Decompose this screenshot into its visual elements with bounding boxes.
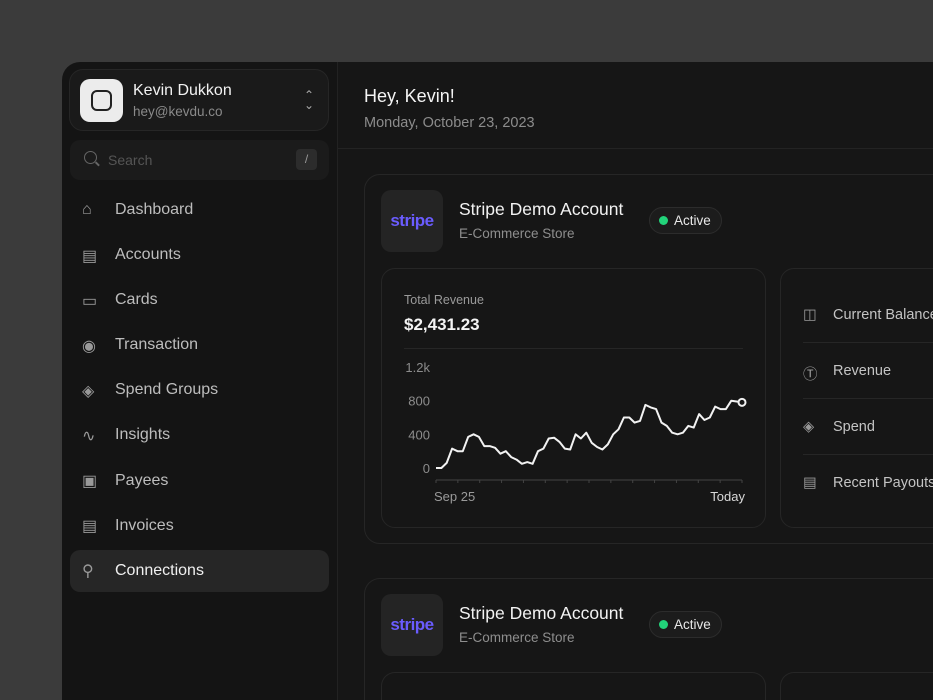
sidebar-item-label: Dashboard xyxy=(115,201,194,218)
pulse-icon: ∿ xyxy=(82,427,96,445)
stats-panel xyxy=(780,672,933,700)
x-tick-label: Today xyxy=(710,489,745,504)
stat-recent-payouts[interactable]: ▤ Recent Payouts xyxy=(803,455,933,511)
main-content: Hey, Kevin! Monday, October 23, 2023 str… xyxy=(337,62,933,700)
account-card: stripe Stripe Demo Account E-Commerce St… xyxy=(364,578,933,700)
sidebar-item-label: Payees xyxy=(115,471,169,489)
account-subtitle: E-Commerce Store xyxy=(459,630,575,645)
sidebar-item-label: Accounts xyxy=(115,246,181,264)
stat-current-balance[interactable]: ◫ Current Balance xyxy=(803,287,933,343)
sidebar-item-accounts[interactable]: ▤ Accounts xyxy=(70,234,329,276)
home-icon: ⌂ xyxy=(82,200,92,218)
cash-icon: ◉ xyxy=(82,337,96,355)
account-subtitle: E-Commerce Store xyxy=(459,226,575,241)
x-tick-label: Sep 25 xyxy=(434,489,475,504)
y-tick-label: 1.2k xyxy=(405,360,430,375)
sidebar-item-label: Transaction xyxy=(115,336,198,354)
search-icon xyxy=(84,151,97,164)
bag-icon: ◫ xyxy=(803,306,817,323)
sidebar-item-label: Cards xyxy=(115,291,158,309)
account-card: stripe Stripe Demo Account E-Commerce St… xyxy=(364,174,933,544)
revenue-line xyxy=(436,399,743,469)
sidebar-item-label: Connections xyxy=(115,561,204,579)
status-badge: Active xyxy=(649,611,722,638)
revenue-panel: Total Revenue $2,431.23 0 400 800 1.2k Sep 2… xyxy=(381,268,766,528)
sidebar-item-cards[interactable]: ▭ Cards xyxy=(70,279,329,321)
status-dot-icon xyxy=(659,216,668,225)
sidebar-item-label: Spend Groups xyxy=(115,381,219,399)
y-tick-label: 400 xyxy=(408,427,430,442)
archive-icon: ▤ xyxy=(82,518,98,536)
account-switcher[interactable]: Kevin Dukkon hey@kevdu.co ⌃ ⌄ xyxy=(69,69,329,131)
stripe-logo: stripe xyxy=(381,190,443,252)
status-badge: Active xyxy=(649,207,722,234)
revenue-label: Total Revenue xyxy=(404,293,484,307)
card-icon: ▭ xyxy=(82,292,98,310)
tag-icon: ◈ xyxy=(803,418,815,435)
chart-box-icon: ▤ xyxy=(82,247,98,265)
sidebar-item-insights[interactable]: ∿ Insights xyxy=(70,414,329,456)
sidebar-item-payees[interactable]: ▣ Payees xyxy=(70,460,329,502)
status-dot-icon xyxy=(659,620,668,629)
y-tick-label: 0 xyxy=(423,461,430,476)
stat-label: Recent Payouts xyxy=(833,475,933,491)
branch-icon: ⚲ xyxy=(82,563,94,581)
sidebar-item-transaction[interactable]: ◉ Transaction xyxy=(70,324,329,366)
page-title: Hey, Kevin! xyxy=(364,86,455,106)
layers-icon: ◈ xyxy=(82,382,95,400)
status-text: Active xyxy=(674,617,711,632)
current-date: Monday, October 23, 2023 xyxy=(364,115,535,131)
divider xyxy=(404,348,743,349)
stat-revenue[interactable]: Ⓣ Revenue xyxy=(803,343,933,399)
sidebar-item-dashboard[interactable]: ⌂ Dashboard xyxy=(70,189,329,231)
stat-label: Revenue xyxy=(833,362,892,379)
sidebar-item-label: Insights xyxy=(115,426,171,444)
contact-icon: ▣ xyxy=(82,473,98,491)
sidebar-item-connections[interactable]: ⚲ Connections xyxy=(70,549,329,592)
stat-spend[interactable]: ◈ Spend xyxy=(803,399,933,455)
search-input[interactable]: Search / xyxy=(70,140,329,180)
page-header: Hey, Kevin! Monday, October 23, 2023 xyxy=(338,62,933,149)
account-title[interactable]: Stripe Demo Account xyxy=(459,603,624,623)
stat-label: Current Balance xyxy=(833,306,933,323)
chevron-up-down-icon[interactable]: ⌃ ⌄ xyxy=(303,88,314,112)
y-tick-label: 800 xyxy=(408,394,430,409)
revenue-chart: 0 400 800 1.2k Sep 25 Today xyxy=(405,360,747,504)
search-placeholder: Search xyxy=(108,152,153,168)
status-text: Active xyxy=(674,213,711,228)
sidebar-item-spend-groups[interactable]: ◈ Spend Groups xyxy=(70,369,329,411)
last-point-marker xyxy=(737,397,747,407)
sidebar-item-label: Invoices xyxy=(115,516,174,534)
shortcut-key: / xyxy=(296,149,317,170)
stripe-logo: stripe xyxy=(381,594,443,656)
revenue-panel xyxy=(381,672,766,700)
revenue-value: $2,431.23 xyxy=(404,315,480,334)
app-window: Kevin Dukkon hey@kevdu.co ⌃ ⌄ Search / ⌂ D… xyxy=(62,62,933,700)
stat-label: Spend xyxy=(833,418,875,435)
sidebar-item-invoices[interactable]: ▤ Invoices xyxy=(70,505,329,547)
user-name: Kevin Dukkon xyxy=(133,82,232,99)
user-email: hey@kevdu.co xyxy=(133,104,223,119)
logo-icon xyxy=(91,90,112,111)
sidebar-nav: ⌂ Dashboard ▤ Accounts ▭ Cards ◉ Transaction ◈ Sp… xyxy=(70,189,329,595)
account-title[interactable]: Stripe Demo Account xyxy=(459,199,624,219)
stats-panel: ◫ Current Balance Ⓣ Revenue ◈ Spend ▤ Recent… xyxy=(780,268,933,528)
sidebar: Kevin Dukkon hey@kevdu.co ⌃ ⌄ Search / ⌂ D… xyxy=(62,62,337,700)
dollar-circle-icon: Ⓣ xyxy=(803,366,818,383)
avatar xyxy=(80,79,123,122)
coins-icon: ▤ xyxy=(803,475,817,491)
